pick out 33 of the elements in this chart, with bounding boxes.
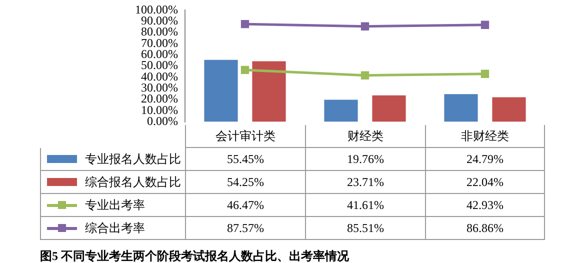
bar [324, 100, 358, 122]
bar [492, 97, 526, 122]
point [360, 22, 370, 30]
bar [252, 61, 286, 122]
data-label: 24.79% [425, 148, 545, 171]
bar [372, 95, 406, 122]
point [480, 70, 490, 78]
legend-label: 专业报名人数占比 [85, 150, 181, 168]
x-tick-label: 非财经类 [425, 125, 545, 148]
x-tick-label: 会计审计类 [185, 125, 305, 148]
point [240, 66, 250, 74]
data-label: 22.04% [425, 171, 545, 194]
text: 图5 不同专业考生两个阶段考试报名人数占比、出考率情况 [40, 248, 349, 263]
bar [204, 60, 238, 122]
y-tick-label: 100.00% [135, 2, 178, 16]
data-label: 86.86% [425, 217, 545, 240]
bar [444, 94, 478, 122]
legend-label: 综合报名人数占比 [85, 174, 181, 190]
legend-label: 专业出考率 [85, 196, 145, 214]
data-label: 55.45% [185, 148, 305, 171]
point [360, 71, 370, 80]
data-label: 87.57% [185, 217, 305, 240]
x-tick-label: 财经类 [305, 125, 425, 148]
legend-label: 综合出考率 [85, 220, 145, 236]
data-label: 19.76% [305, 148, 425, 171]
data-label: 23.71% [305, 171, 425, 194]
point [240, 20, 250, 28]
point [480, 20, 490, 29]
data-label: 46.47% [185, 194, 305, 217]
data-label: 85.51% [305, 217, 425, 240]
data-label: 54.25% [185, 171, 305, 194]
data-label: 41.61% [305, 194, 425, 217]
data-label: 42.93% [425, 194, 545, 217]
